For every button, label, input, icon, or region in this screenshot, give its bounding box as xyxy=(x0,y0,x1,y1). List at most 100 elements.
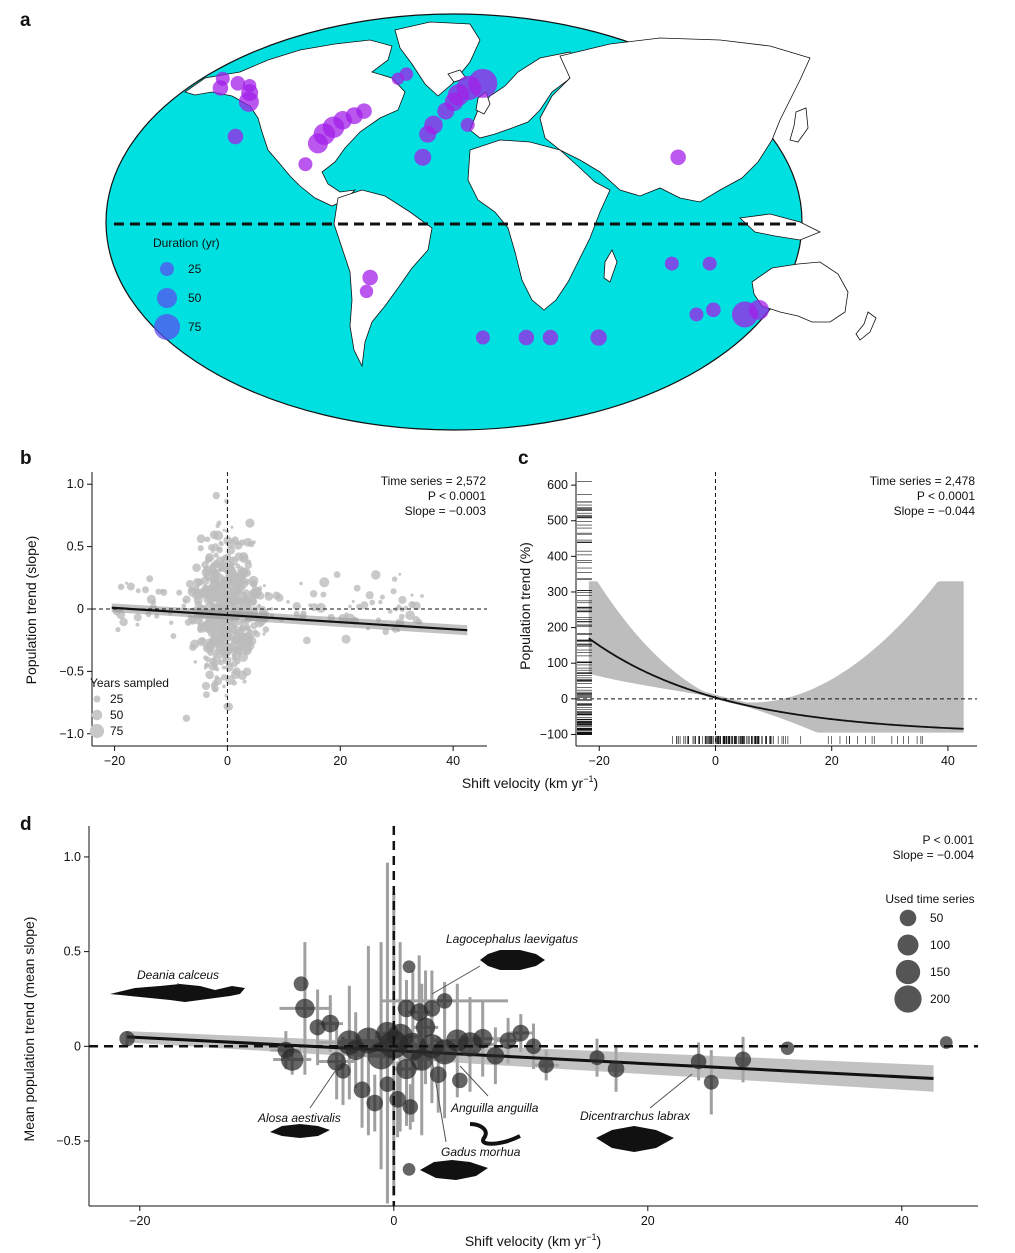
panel-b-point xyxy=(216,546,223,554)
panel-b-point xyxy=(227,643,236,651)
dicentrarchus-silhouette xyxy=(596,1126,674,1152)
panel-d-point xyxy=(538,1057,554,1073)
map-legend-value: 25 xyxy=(188,262,202,276)
panel-b-legend-title: Years sampled xyxy=(90,676,169,690)
panel-d-point xyxy=(486,1046,505,1065)
panel-b-point xyxy=(242,679,247,684)
panel-b-point xyxy=(119,617,128,627)
map-point xyxy=(460,117,475,132)
panel-b-point xyxy=(229,662,234,667)
panel-b-point xyxy=(205,656,211,663)
panel-d-y-tick-label: 0 xyxy=(74,1039,81,1053)
panel-b-point xyxy=(225,625,231,632)
panel-d-legend-circle xyxy=(895,959,921,985)
panel-d-point xyxy=(703,1074,719,1090)
panel-b-legend-circle xyxy=(91,709,103,721)
panel-b-point xyxy=(222,562,230,570)
panel-b-point xyxy=(239,554,249,564)
map-point xyxy=(702,256,717,271)
panel-b-point xyxy=(398,572,402,576)
panel-b-point xyxy=(379,594,385,600)
map-point xyxy=(748,299,769,320)
leader-alosa xyxy=(309,1063,341,1109)
panel-b-point xyxy=(115,627,121,633)
panel-b-point xyxy=(226,582,231,588)
panel-d-point xyxy=(280,1048,304,1071)
panel-b-point xyxy=(378,599,383,605)
panel-b-x-tick-label: 0 xyxy=(224,754,231,768)
map-legend-title: Duration (yr) xyxy=(153,236,220,250)
map-point xyxy=(664,256,679,271)
panel-b-x-tick-label: 20 xyxy=(333,754,347,768)
panel-b-point xyxy=(230,597,234,602)
panel-b-point xyxy=(207,643,214,651)
panel-d-point xyxy=(402,1163,416,1176)
panel-a-label: a xyxy=(20,10,31,31)
panel-b-point xyxy=(219,541,224,547)
panel-d-point xyxy=(293,976,309,992)
panel-b-point xyxy=(237,589,243,595)
greenland-land xyxy=(394,21,481,97)
panel-b-point xyxy=(227,568,237,579)
madagascar-land xyxy=(603,249,618,283)
panel-b-point xyxy=(204,536,211,543)
panel-b-point xyxy=(160,588,168,596)
panel-b-point xyxy=(299,581,303,586)
panel-b-point xyxy=(208,544,215,551)
panel-b-point xyxy=(211,632,219,640)
panel-b-fit-line xyxy=(111,606,468,632)
indonesia-land xyxy=(739,213,821,241)
panel-b-point xyxy=(231,655,238,661)
map-point xyxy=(227,128,244,145)
species-gadus: Gadus morhua xyxy=(441,1145,521,1159)
panel-b-point xyxy=(251,598,257,604)
panel-b-point xyxy=(142,586,150,594)
map-point xyxy=(670,149,686,166)
panel-b-point xyxy=(222,684,226,689)
panel-b-point xyxy=(230,525,234,529)
panel-b-point xyxy=(249,580,257,588)
panel-b-point xyxy=(233,599,237,604)
panel-b-point xyxy=(222,528,226,532)
panel-b-point xyxy=(216,627,227,637)
panel-d-point xyxy=(379,1076,396,1092)
map-point xyxy=(238,91,259,112)
panel-d-point xyxy=(335,1063,351,1079)
panel-b-point xyxy=(303,636,311,645)
panel-d-point xyxy=(295,998,315,1019)
panel-c-ci-band xyxy=(588,581,964,733)
panel-b-point xyxy=(333,571,341,579)
panel-b-y-tick-label: 0.5 xyxy=(67,540,84,554)
panel-d-point xyxy=(452,1072,468,1089)
japan-land xyxy=(789,107,809,143)
panel-c-stat-p: P < 0.0001 xyxy=(917,489,975,503)
panel-c-y-tick-label: 100 xyxy=(547,656,568,670)
panel-b-point xyxy=(360,601,369,610)
panel-b-point xyxy=(206,596,214,604)
map-point xyxy=(362,269,378,286)
panel-b-point xyxy=(242,667,252,676)
panel-b-point xyxy=(398,595,407,604)
panel-b-point xyxy=(387,608,393,614)
panel-d-legend-value: 150 xyxy=(930,965,950,979)
panel-b-point xyxy=(319,577,330,588)
panel-b-point xyxy=(203,665,208,670)
panel-c-label: c xyxy=(518,448,529,469)
panel-b-point xyxy=(235,645,243,653)
map-point xyxy=(590,329,607,346)
panel-b-point xyxy=(310,603,319,612)
panel-b-point xyxy=(221,665,226,670)
map-legend-circle xyxy=(157,288,177,308)
panel-b-point xyxy=(135,588,141,594)
panel-d-point xyxy=(321,1014,340,1033)
panel-d-legend-circle xyxy=(894,985,922,1013)
panel-b-point xyxy=(230,625,240,635)
panel-b-point xyxy=(201,681,211,691)
panel-b-point xyxy=(240,640,248,648)
panel-b-point xyxy=(210,568,219,577)
panel-b-point xyxy=(181,603,187,609)
panel-b-point xyxy=(228,586,235,592)
panel-d-label: d xyxy=(20,814,32,835)
panel-b-point xyxy=(205,670,214,680)
panel-b-point xyxy=(196,534,206,544)
